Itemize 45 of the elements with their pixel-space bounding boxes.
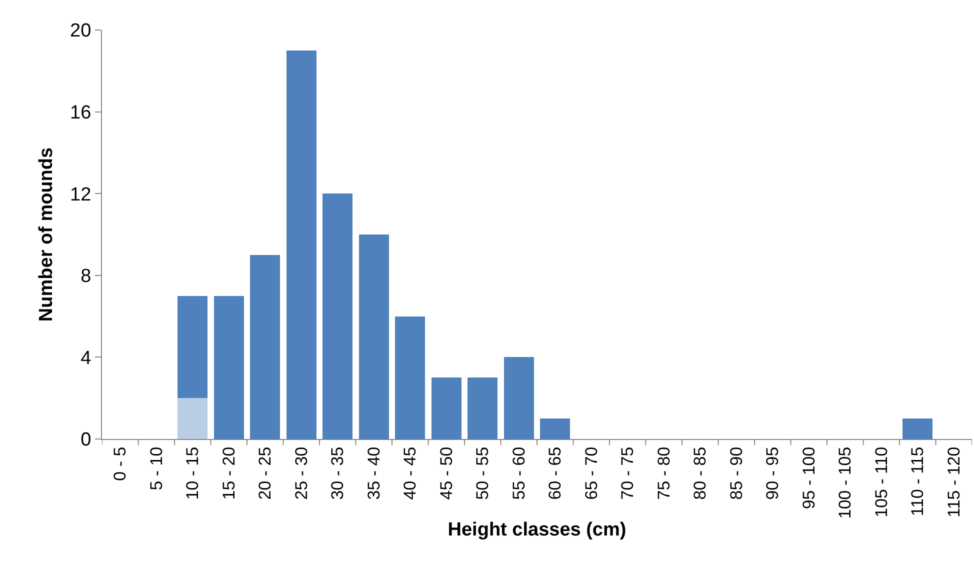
x-tick-label: 70 - 75 [618,446,638,500]
x-tick-label: 0 - 5 [110,446,130,481]
x-tick-label: 60 - 65 [546,446,565,500]
y-tick-label: 16 [70,102,92,124]
bar [395,316,426,439]
bar [322,194,353,439]
x-tick-label: 5 - 10 [146,446,166,490]
bar [431,378,462,439]
bar [286,50,316,439]
x-tick-label: 100 - 105 [836,446,855,519]
bar [178,398,208,439]
x-tick-label: 90 - 95 [763,446,782,500]
y-tick-label: 12 [70,184,92,206]
bar [540,418,570,439]
bar [504,357,534,439]
bar [468,378,498,439]
x-axis-title: Height classes (cm) [448,519,626,540]
y-axis-title: Number of mounds [36,147,57,322]
bar [902,418,933,439]
x-tick-label: 15 - 20 [219,446,238,500]
x-tick-label: 85 - 90 [726,446,746,500]
x-tick-label: 45 - 50 [436,446,456,500]
x-tick-label: 65 - 70 [582,446,601,500]
x-tick-label: 105 - 110 [872,446,891,518]
y-tick-label: 4 [80,348,92,369]
x-tick-label: 115 - 120 [944,446,964,518]
x-tick-label: 95 - 100 [799,446,818,510]
x-tick-label: 20 - 25 [256,446,275,500]
y-tick-label: 8 [80,266,92,288]
y-tick-label: 20 [70,20,92,42]
x-tick-label: 110 - 115 [908,446,928,516]
x-tick-label: 40 - 45 [400,446,420,500]
bar [178,296,208,398]
y-tick-label: 0 [80,430,92,451]
x-tick-label: 10 - 15 [183,446,202,500]
x-tick-label: 50 - 55 [473,446,492,500]
bar [214,296,244,439]
x-tick-label: 80 - 85 [690,446,710,500]
x-tick-label: 30 - 35 [328,446,348,500]
bar [250,254,280,439]
bar [358,234,389,439]
x-tick-label: 75 - 80 [654,446,674,500]
x-tick-label: 25 - 30 [292,446,311,500]
x-tick-label: 35 - 40 [364,446,384,500]
x-tick-label: 55 - 60 [509,446,528,500]
